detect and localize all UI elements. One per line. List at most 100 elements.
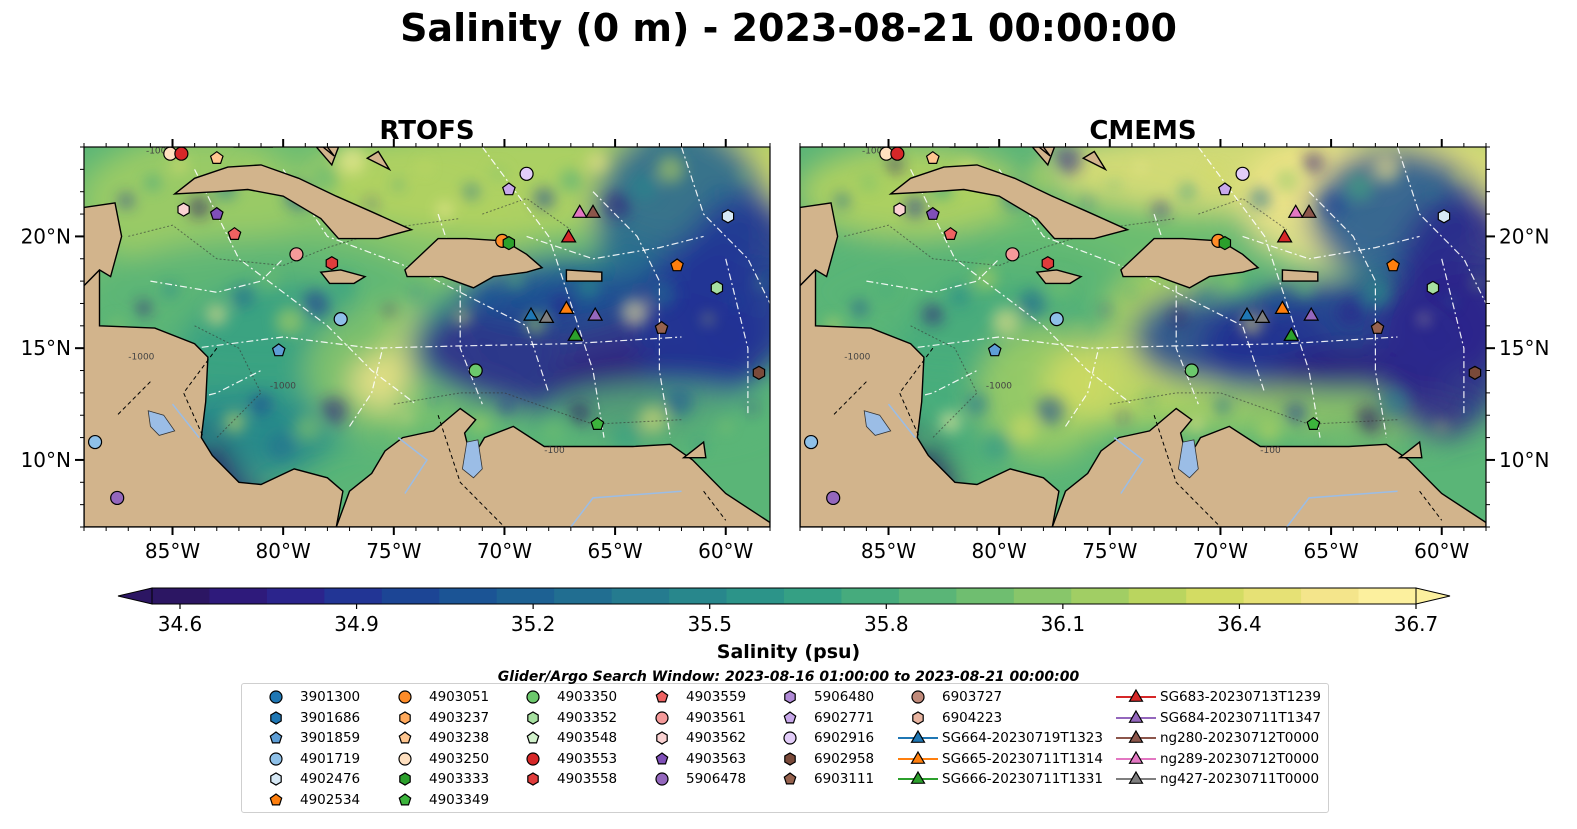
land-puertorico [1281,269,1319,282]
marker-4903563 [209,206,224,220]
marker-SG666-20230711T1331 [567,327,584,341]
marker-6904223 [912,710,924,725]
marker-5906478 [110,490,125,506]
marker-4903562 [177,202,190,217]
country-border [1419,490,1443,521]
marker-6903111 [783,772,797,785]
marker-SG666-20230711T1331 [1283,327,1300,341]
legend-label: 4903561 [686,709,747,726]
marker-4903558 [1041,256,1055,271]
legend-hexagon-icon [912,710,924,725]
colorbar-bin [898,588,957,604]
marker-4902476 [721,209,735,224]
land-central [800,268,1060,527]
river [1286,490,1398,527]
colorbar-bin [841,588,900,604]
marker-SG683-20230713T1239 [560,228,577,243]
colorbar-tick-label: 34.6 [158,612,203,636]
legend-label: 4903250 [429,750,490,767]
legend-label: 4903562 [686,730,747,746]
marker-ng280-20230712T0000 [584,204,601,218]
cmems-panel: -100 -1000 -1000 -100 85°W 80°W 75°W 70°W 65°W 60… [799,116,1549,563]
legend-label: SG666-20230711T1331 [942,771,1103,787]
legend-triangle-icon [898,729,938,743]
legend-label: 4903559 [686,689,747,705]
lake-nicaragua [863,410,892,436]
land-yucatan [800,202,839,287]
land-bahamas [1031,147,1056,167]
marker-4903563 [655,751,669,764]
colorbar-bin [324,588,383,604]
marker-4903558 [325,256,339,271]
colorbar-extend-max [1415,587,1451,605]
legend-hexagon-icon [656,731,668,745]
land-andros [321,147,335,157]
x-tick-label: 65°W [587,539,642,563]
marker-SG684-20230711T1347 [1303,306,1320,321]
marker-4903548 [526,731,540,744]
marker-4903561 [289,247,304,262]
legend-label: 5906478 [686,771,747,787]
instrument-markers [803,147,1482,506]
marker-6902916 [1235,166,1250,181]
colorbar-label: Salinity (psu) [716,641,861,663]
marker-3901859 [987,343,1002,357]
marker-4901719 [803,434,819,450]
marker-4903250 [398,751,412,766]
x-tick-label: 80°W [256,539,311,563]
legend-label: 4903349 [429,791,490,808]
legend-triangle-icon [1116,729,1156,743]
y-tick-label: 10°N [21,448,71,472]
legend-label: 4902534 [300,791,361,808]
legend-label: SG665-20230711T1314 [942,750,1103,767]
marker-4903333 [502,235,516,251]
marker-4903562 [656,731,668,745]
x-tick-label: 60°W [1414,539,1469,563]
marker-4903559 [943,226,958,240]
marker-4903352 [710,280,724,295]
y-tick-label: 15°N [1499,336,1549,360]
marker-4903553 [174,147,189,161]
legend-hexagon-icon [270,772,282,786]
marker-6902916 [783,731,797,745]
legend-label: SG683-20230713T1239 [1160,689,1321,705]
legend-pentagon-icon [655,751,669,764]
search-window-note: Glider/Argo Search Window: 2023-08-16 01… [497,669,1080,685]
land-hispaniola [1120,237,1260,289]
marker-SG683-20230713T1239 [1128,688,1144,702]
marker-ng289-20230712T0000 [1287,204,1304,218]
marker-SG664-20230719T1323 [523,306,539,321]
legend-hexagon-icon [270,710,282,725]
river [171,403,200,439]
legend-label: 4903051 [429,689,490,705]
marker-ng280-20230712T0000 [1300,204,1317,218]
legend-pentagon-icon [655,690,669,703]
marker-4902476 [270,772,282,786]
marker-6902771 [501,182,516,196]
legend-triangle-icon [1116,750,1156,764]
map-panels: -100 -1000 -1000 -100 85°W 80°W 75°W 70°W 65°W 60… [21,116,1550,563]
land-southam [1051,407,1486,527]
legend-hexagon-icon [784,690,796,704]
x-tick-label: 70°W [477,539,532,563]
colorbar-bin [1243,588,1302,604]
legend-label: ng280-20230712T0000 [1160,730,1320,746]
colorbar-bin [1128,588,1187,604]
land-puertorico [565,269,603,282]
country-border [116,381,151,416]
marker-4903553 [890,147,905,161]
marker-6902958 [784,751,796,766]
legend-label: 4903548 [557,730,618,746]
colorbar-extend-min [117,587,153,605]
marker-4903352 [1426,280,1440,295]
panel-title: CMEMS [1089,116,1196,146]
y-tick-label: 20°N [21,224,71,248]
colorbar-tick-label: 34.9 [334,612,379,636]
contour-label: -1000 [986,381,1012,391]
legend-circle-icon [398,751,412,766]
legend-label: 3901859 [300,730,361,746]
legend-circle-icon [526,751,540,766]
colorbar-bin [381,588,440,604]
legend-triangle-icon [898,750,938,764]
lake-maracaibo [461,439,483,479]
